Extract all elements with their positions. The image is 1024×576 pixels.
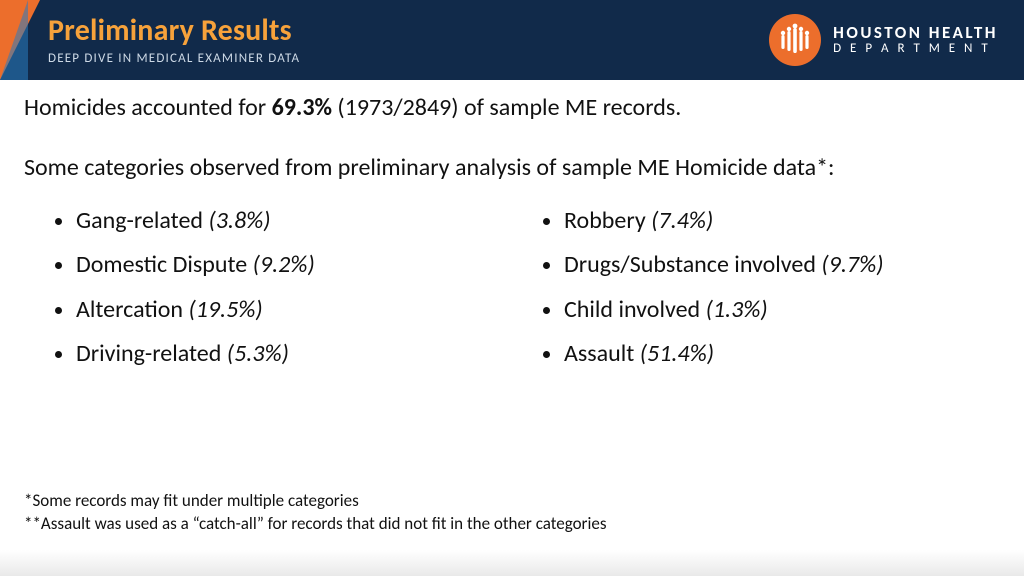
item-label: Domestic Dispute — [76, 250, 247, 279]
item-pct: (7.4%) — [651, 206, 713, 235]
content-area: Homicides accounted for 69.3% (1973/2849… — [24, 92, 1000, 376]
item-label: Gang-related — [76, 206, 203, 235]
item-pct: (51.4%) — [640, 339, 714, 368]
list-item: Child involved (1.3%) — [564, 288, 1000, 332]
item-pct: (3.8%) — [208, 206, 270, 235]
list-item: Driving-related (5.3%) — [76, 332, 512, 376]
list-item: Assault (51.4%) — [564, 332, 1000, 376]
footnote-1: *Some records may fit under multiple cat… — [24, 490, 606, 513]
slide: Preliminary Results DEEP DIVE IN MEDICAL… — [0, 0, 1024, 576]
item-label: Assault — [564, 339, 634, 368]
lead-sentence: Homicides accounted for 69.3% (1973/2849… — [24, 92, 1000, 124]
title-block: Preliminary Results DEEP DIVE IN MEDICAL… — [48, 12, 300, 66]
item-label: Driving-related — [76, 339, 221, 368]
right-column: Robbery (7.4%) Drugs/Substance involved … — [512, 199, 1000, 377]
footnote-2: **Assault was used as a “catch-all” for … — [24, 513, 606, 536]
logo: HOUSTON HEALTH D E P A R T M E N T — [769, 14, 998, 66]
item-pct: (9.2%) — [253, 250, 315, 279]
item-label: Altercation — [76, 295, 183, 324]
logo-text: HOUSTON HEALTH D E P A R T M E N T — [833, 24, 998, 55]
header-bar: Preliminary Results DEEP DIVE IN MEDICAL… — [0, 0, 1024, 80]
logo-mark-icon — [769, 14, 821, 66]
left-column: Gang-related (3.8%) Domestic Dispute (9.… — [24, 199, 512, 377]
item-pct: (5.3%) — [227, 339, 289, 368]
category-lists: Gang-related (3.8%) Domestic Dispute (9.… — [24, 199, 1000, 377]
lead-post: (1973/2849) of sample ME records. — [332, 93, 681, 122]
item-label: Robbery — [564, 206, 646, 235]
list-item: Drugs/Substance involved (9.7%) — [564, 243, 1000, 287]
list-item: Domestic Dispute (9.2%) — [76, 243, 512, 287]
logo-line-2: D E P A R T M E N T — [833, 42, 998, 56]
list-item: Gang-related (3.8%) — [76, 199, 512, 243]
lead-pre: Homicides accounted for — [24, 93, 272, 122]
slide-title: Preliminary Results — [48, 12, 300, 49]
bottom-fade — [0, 550, 1024, 576]
slide-subtitle: DEEP DIVE IN MEDICAL EXAMINER DATA — [48, 51, 300, 66]
logo-line-1: HOUSTON HEALTH — [833, 24, 998, 42]
footnotes: *Some records may fit under multiple cat… — [24, 490, 606, 536]
item-pct: (19.5%) — [188, 295, 262, 324]
sub-lead: Some categories observed from preliminar… — [24, 152, 1000, 184]
item-label: Child involved — [564, 295, 700, 324]
item-pct: (1.3%) — [706, 295, 768, 324]
lead-percent: 69.3% — [272, 93, 332, 122]
accent-triangle-blue — [0, 0, 28, 80]
list-item: Altercation (19.5%) — [76, 288, 512, 332]
list-item: Robbery (7.4%) — [564, 199, 1000, 243]
item-pct: (9.7%) — [821, 250, 883, 279]
item-label: Drugs/Substance involved — [564, 250, 816, 279]
